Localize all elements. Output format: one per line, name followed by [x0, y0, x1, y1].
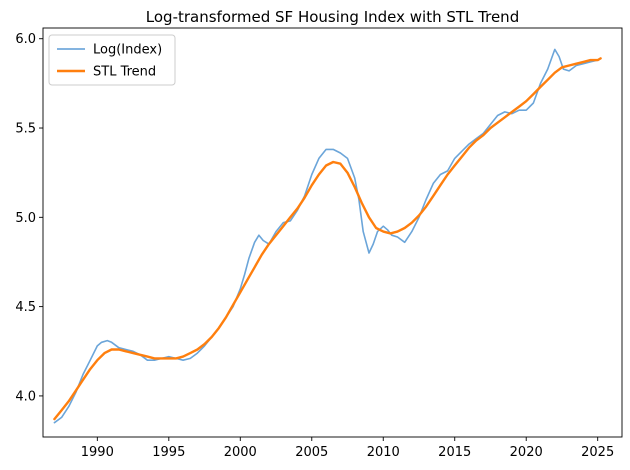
x-tick-label: 1995	[152, 445, 185, 460]
x-tick-label: 2000	[224, 445, 257, 460]
legend-box	[48, 34, 176, 86]
series-line-2	[53, 57, 602, 421]
x-tick-label: 2015	[438, 445, 471, 460]
axes-layer: 1990 1995 2000 2005 2010 2015 2020 2025 4.0 4.5 5.…	[15, 27, 623, 460]
x-tick-label: 2025	[581, 445, 614, 460]
legend: Log(Index) STL Trend	[48, 34, 176, 86]
y-tick-label: 4.5	[15, 300, 36, 315]
x-tick-label: 2005	[295, 445, 328, 460]
y-tick-label: 5.0	[15, 211, 36, 226]
y-tick-label: 4.0	[15, 389, 36, 404]
x-tick-label: 2010	[367, 445, 400, 460]
plot-frame	[42, 27, 623, 438]
series-line-1	[53, 48, 602, 424]
x-tick-label: 1990	[81, 445, 114, 460]
series-layer	[53, 48, 602, 424]
y-tick-label: 5.5	[15, 122, 36, 137]
x-tick-label: 2020	[510, 445, 543, 460]
legend-label-1: Log(Index)	[93, 43, 162, 58]
chart-title: Log-transformed SF Housing Index with ST…	[146, 8, 519, 26]
y-tick-label: 6.0	[15, 32, 36, 47]
legend-label-2: STL Trend	[93, 65, 156, 80]
